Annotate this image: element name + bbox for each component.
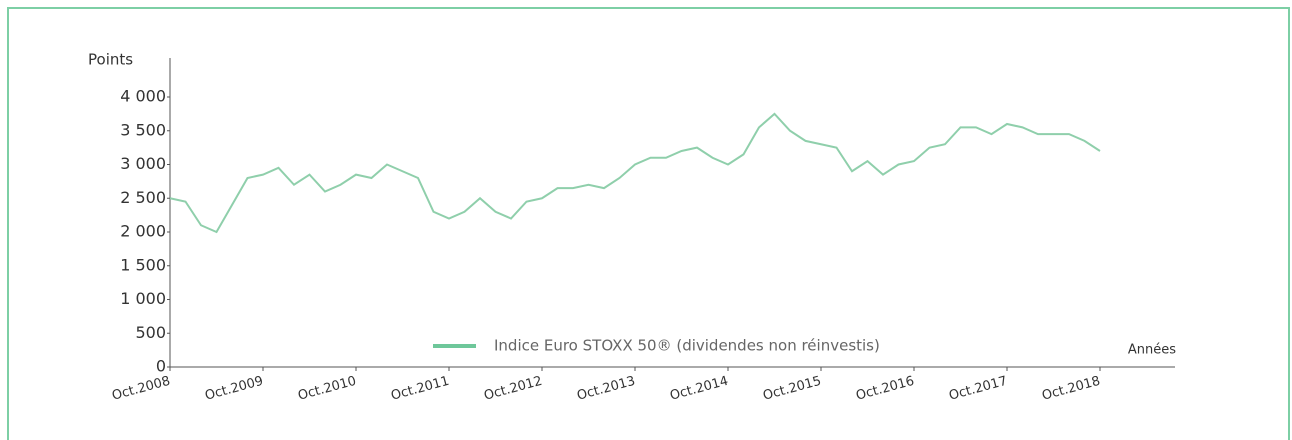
x-tick-label: Oct.2016: [854, 374, 916, 404]
x-tick-label: Oct.2010: [296, 374, 358, 404]
frame: [7, 7, 1290, 440]
x-tick-label: Oct.2008: [110, 374, 172, 404]
x-tick-label: Oct.2012: [482, 374, 544, 404]
y-tick-label: 1 500: [120, 255, 166, 274]
x-tick-label: Oct.2009: [203, 374, 265, 404]
legend-label: Indice Euro STOXX 50® (dividendes non ré…: [494, 337, 880, 355]
x-tick-label: Oct.2014: [668, 374, 730, 404]
y-tick-label: 1 000: [120, 289, 166, 308]
x-tick-label: Oct.2018: [1040, 374, 1102, 404]
x-tick-label: Oct.2013: [575, 374, 637, 404]
line: [169, 112, 1101, 234]
y-tick-label: 3 000: [120, 154, 166, 173]
y-tick-label: 0: [156, 357, 166, 376]
y-tick-label: 500: [135, 323, 166, 342]
y-tick-label: 2 500: [120, 188, 166, 207]
x-tick-label: Oct.2017: [947, 374, 1009, 404]
y-tick-label: 2 000: [120, 222, 166, 241]
x-tick-label: Oct.2015: [761, 374, 823, 404]
x-tick-label: Oct.2011: [389, 374, 451, 404]
x-axis-label: Années: [1128, 343, 1176, 358]
y-axis-label: Points: [88, 51, 133, 69]
y-tick-label: 3 500: [120, 120, 166, 139]
y-tick-label: 4 000: [120, 87, 166, 106]
